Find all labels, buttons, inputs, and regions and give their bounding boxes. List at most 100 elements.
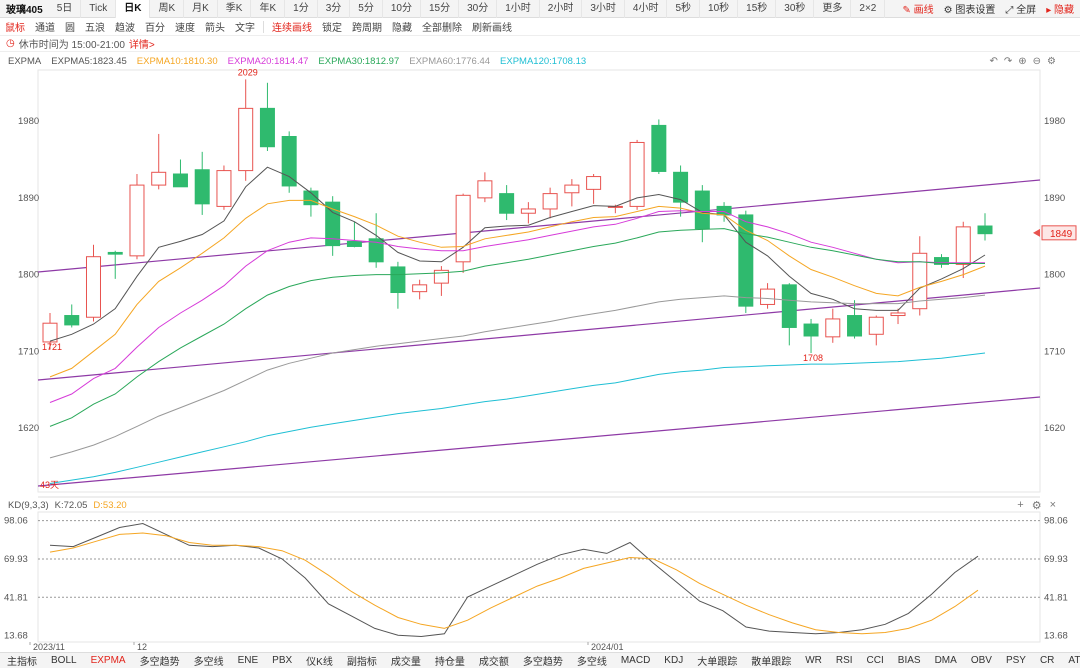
tab-period-13[interactable]: 1小时 [497,0,540,18]
zoom-in-icon[interactable]: ⊕ [1018,56,1027,67]
indicator-tab-22[interactable]: DMA [934,655,957,666]
draw-tool-8[interactable]: 文字 [235,23,255,34]
settings-icon[interactable]: ⚙ [1047,56,1056,67]
indicator-tab-2[interactable]: EXPMA [90,655,126,666]
indicator-tab-10[interactable]: 持仓量 [434,657,465,668]
chart-settings-button[interactable]: ⚙ 图表设置 [943,5,996,16]
redo-icon[interactable]: ↷ [1003,56,1013,67]
y-tick-left-1: 1890 [18,193,39,204]
legend-indicator-name[interactable]: EXPMA [8,56,42,67]
tab-period-9[interactable]: 5分 [350,0,383,18]
tab-period-22[interactable]: 2×2 [851,0,886,18]
draw-tool-5[interactable]: 百分 [145,23,165,34]
draw-tool-7[interactable]: 箭头 [205,23,225,34]
symbol-name[interactable]: 玻璃405 [6,5,43,16]
indicator-tab-17[interactable]: 散单跟踪 [751,657,792,668]
undo-icon[interactable]: ↶ [989,56,998,67]
indicator-tab-6[interactable]: PBX [272,655,293,666]
tab-period-18[interactable]: 10秒 [700,0,739,18]
tab-period-12[interactable]: 30分 [459,0,498,18]
indicator-tab-23[interactable]: OBV [970,655,992,666]
draw-tool-4[interactable]: 趋波 [115,23,135,34]
details-link[interactable]: 详情> [128,40,155,51]
candle-body-6 [172,173,188,188]
indicator-tab-20[interactable]: CCI [866,655,884,666]
indicator-tab-7[interactable]: 仪K线 [306,657,333,668]
indicator-tab-24[interactable]: PSY [1005,655,1026,666]
tab-period-1[interactable]: Tick [81,0,117,18]
candle-body-27 [629,141,645,207]
tab-period-6[interactable]: 年K [251,0,286,18]
draw-button[interactable]: ✎ 画线 [902,5,934,16]
tab-period-0[interactable]: 5日 [49,0,82,18]
indicator-tab-21[interactable]: BIAS [897,655,921,666]
indicator-tab-19[interactable]: RSI [835,655,853,666]
tab-period-19[interactable]: 15秒 [738,0,777,18]
draw-tool-6[interactable]: 速度 [175,23,195,34]
close-icon[interactable]: × [1049,499,1056,511]
tab-period-21[interactable]: 更多 [814,0,852,18]
indicator-tab-4[interactable]: 多空线 [193,657,224,668]
indicator-tab-11[interactable]: 成交额 [478,657,509,668]
draw-tool-12[interactable]: 隐藏 [392,23,412,34]
draw-tool-3[interactable]: 五浪 [85,23,105,34]
y-tick-right-4: 1620 [1044,423,1065,434]
draw-tool-9[interactable]: 连续画线 [272,23,312,34]
tab-period-5[interactable]: 季K [218,0,252,18]
tab-period-11[interactable]: 15分 [421,0,460,18]
legend-item-5: EXPMA120:1708.13 [500,56,587,67]
tab-period-3[interactable]: 周K [150,0,185,18]
zoom-out-icon[interactable]: ⊖ [1032,56,1042,67]
draw-tool-2[interactable]: 圆 [65,23,75,34]
trendline-2[interactable] [37,396,1041,487]
indicator-tab-13[interactable]: 多空线 [576,657,607,668]
hide-button[interactable]: ▸ 隐藏 [1046,5,1074,16]
trendline-1[interactable] [37,287,1041,381]
y-tick-right-1: 1890 [1044,193,1065,204]
tab-period-8[interactable]: 3分 [318,0,351,18]
series-line-expma10 [49,199,986,378]
toolbar-divider [263,20,264,33]
fullscreen-button[interactable]: ⤢ 全屏 [1005,5,1037,16]
tab-period-10[interactable]: 10分 [383,0,421,18]
indicator-tab-5[interactable]: ENE [237,655,259,666]
tab-period-2[interactable]: 日K [116,0,151,18]
tab-period-20[interactable]: 30秒 [776,0,815,18]
draw-tool-10[interactable]: 锁定 [322,23,342,34]
tab-period-17[interactable]: 5秒 [667,0,701,18]
kd-tick-right-2: 41.81 [1044,592,1068,603]
draw-tool-14[interactable]: 刷新画线 [472,23,512,34]
trendline-0[interactable] [37,179,1041,273]
legend-item-4: EXPMA60:1776.44 [409,56,491,67]
tab-period-16[interactable]: 4小时 [625,0,668,18]
draw-tool-13[interactable]: 全部删除 [422,23,462,34]
indicator-tab-26[interactable]: ATR [1068,655,1080,666]
indicator-tab-0[interactable]: 主指标 [7,657,37,668]
indicator-tab-15[interactable]: KDJ [664,655,684,666]
days-annotation: 43天 [40,480,59,490]
y-tick-left-4: 1620 [18,423,39,434]
draw-tool-1[interactable]: 通道 [35,23,55,34]
indicator-tab-1[interactable]: BOLL [51,655,77,666]
indicator-tab-16[interactable]: 大单跟踪 [697,657,738,668]
indicator-tab-25[interactable]: CR [1039,655,1055,666]
indicator-tab-8[interactable]: 副指标 [346,657,377,668]
tab-period-7[interactable]: 1分 [285,0,318,18]
draw-tool-0[interactable]: 鼠标 [5,23,25,34]
candle-body-4 [129,184,145,257]
settings-icon[interactable]: ⚙ [1031,500,1042,512]
indicator-tab-3[interactable]: 多空趋势 [139,657,180,668]
tab-period-15[interactable]: 3小时 [582,0,625,18]
add-icon[interactable]: + [1017,499,1024,511]
indicator-tab-9[interactable]: 成交量 [390,657,421,668]
candle-body-21 [499,193,515,214]
tab-period-14[interactable]: 2小时 [540,0,583,18]
kd-indicator-name[interactable]: KD(9,3,3) [8,500,49,511]
draw-tool-11[interactable]: 跨周期 [352,23,382,34]
indicator-tab-14[interactable]: MACD [620,655,651,666]
indicator-tab-18[interactable]: WR [805,655,822,666]
candle-body-9 [238,107,254,172]
indicator-tab-12[interactable]: 多空趋势 [522,657,563,668]
tab-period-4[interactable]: 月K [184,0,218,18]
